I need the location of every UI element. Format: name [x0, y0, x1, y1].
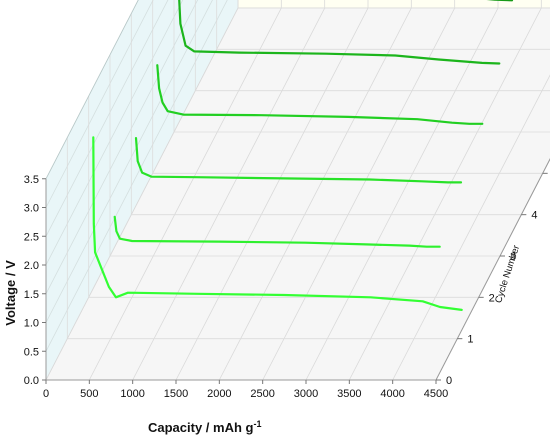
- y-tick-label: 3.5: [24, 174, 39, 186]
- axes-layer: [45, 0, 550, 381]
- x-tick-label: 2500: [250, 388, 274, 400]
- cycle-1-curve: [92, 136, 463, 311]
- y-tick-label: 2.5: [24, 231, 39, 243]
- x-tick-label: 2000: [207, 388, 231, 400]
- cycle-4-curve: [156, 64, 484, 125]
- y-tick-label: 1.0: [24, 318, 39, 330]
- y-tick-label: 1.5: [24, 289, 39, 301]
- left-wall-edge: [45, 0, 139, 179]
- z-tick-label: 0: [446, 375, 452, 387]
- x-tick-label: 500: [80, 388, 98, 400]
- y-tick-label: 2.0: [24, 260, 39, 272]
- z-gridline: [216, 0, 550, 50]
- x-tick-label: 4500: [424, 388, 448, 400]
- cycle-3-curve: [134, 137, 463, 184]
- left-wall-panel: [46, 0, 238, 380]
- cycle-2-curve: [113, 215, 441, 248]
- x-tick-label: 4000: [380, 388, 404, 400]
- x-tick-label: 1500: [164, 388, 188, 400]
- back-wall-panel: [237, 0, 550, 9]
- z-tick-label: 1: [467, 334, 473, 346]
- z-tick-label: 4: [531, 210, 537, 222]
- z-gridline: [66, 137, 458, 340]
- z-tick-label: 3: [510, 251, 516, 263]
- z-tick-label: 2: [489, 292, 495, 304]
- y-axis-title: Voltage / V: [3, 260, 18, 326]
- y-tick-label: 0.5: [24, 346, 39, 358]
- y-tick-label: 0.0: [24, 375, 39, 387]
- x-tick-label: 3500: [337, 388, 361, 400]
- z-gridline: [130, 13, 522, 216]
- ticks-layer: 0 500 1000 1500 2000 2500 3000 3500 4000 4500 0.0 0…: [24, 172, 548, 400]
- z-gridline: [152, 0, 543, 174]
- z-axis-line: [435, 158, 550, 381]
- y-tick-label: 3.0: [24, 203, 39, 215]
- x-tick-label: 3000: [294, 388, 318, 400]
- z-gridline: [173, 0, 550, 133]
- z-gridline: [194, 0, 550, 92]
- z-gridline: [109, 54, 500, 257]
- floor-panel: [46, 8, 550, 380]
- x-axis-title: Capacity / mAh g-1: [148, 419, 261, 435]
- series-layer: [92, 0, 514, 311]
- cycle-5-curve: [178, 0, 501, 65]
- z-gridline: [237, 0, 550, 9]
- x-tick-label: 0: [43, 388, 49, 400]
- x-tick-label: 1000: [120, 388, 144, 400]
